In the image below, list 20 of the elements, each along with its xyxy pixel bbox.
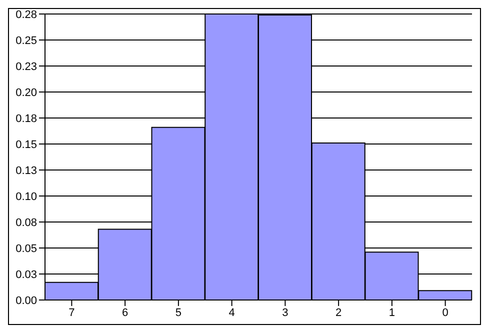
x-tick-label: 1	[388, 306, 395, 319]
y-tick-label: 0.05	[16, 242, 37, 255]
x-tick-label: 5	[175, 306, 182, 319]
x-tick-label: 3	[282, 306, 288, 319]
y-tick-label: 0.18	[16, 112, 37, 125]
y-tick-label: 0.28	[16, 8, 37, 21]
y-tick-label: 0.20	[16, 86, 37, 99]
y-tick-label: 0.13	[16, 164, 37, 177]
y-tick-label: 0.15	[16, 138, 37, 151]
x-tick-label: 7	[68, 306, 75, 319]
x-tick-label: 4	[228, 306, 235, 319]
y-tick-label: 0.23	[16, 60, 37, 73]
y-tick-label: 0.00	[16, 294, 37, 307]
y-tick-label: 0.10	[16, 190, 37, 203]
y-tick-label: 0.03	[16, 268, 37, 281]
y-tick-label: 0.25	[16, 34, 37, 47]
x-tick-label: 0	[442, 306, 448, 319]
y-tick-label: 0.08	[16, 216, 37, 229]
x-tick-label: 2	[336, 306, 342, 319]
x-tick-label: 6	[122, 306, 128, 319]
